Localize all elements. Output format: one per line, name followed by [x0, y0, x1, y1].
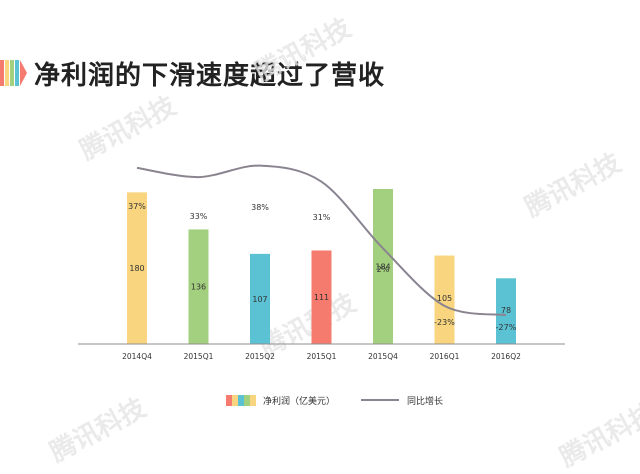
page-title: 净利润的下滑速度超过了营收 [34, 61, 386, 91]
legend: 净利润（亿美元） 同比增长 [226, 391, 443, 409]
bar-value-label: 78 [501, 306, 511, 315]
growth-value-label: 37% [128, 202, 146, 211]
legend-bars-label: 净利润（亿美元） [263, 396, 336, 407]
growth-value-label: 33% [190, 212, 208, 221]
bar-value-label: 105 [437, 294, 452, 303]
bar-2014q4 [127, 192, 147, 344]
legend-line-swatch [361, 399, 400, 401]
bar-2016q2 [496, 278, 516, 344]
bar-2015q2 [250, 253, 270, 344]
growth-value-label: -23% [434, 318, 455, 327]
title-accent-stripes [0, 60, 27, 86]
growth-value-label: 2% [377, 265, 390, 274]
x-tick-label: 2014Q4 [122, 352, 152, 361]
bar-value-label: 136 [191, 283, 206, 292]
x-tick-label: 2015Q2 [245, 352, 275, 361]
bar-value-label: 107 [252, 295, 267, 304]
x-tick-label: 2015Q1 [307, 352, 337, 361]
bar-value-label: 180 [129, 264, 144, 273]
chart: 2014Q4 2015Q1 2015Q2 2015Q1 2015Q4 2016Q1 2016… [78, 164, 565, 361]
x-tick-label: 2016Q2 [491, 352, 521, 361]
growth-value-label: 31% [313, 213, 331, 222]
bar-value-label: 184 [375, 263, 390, 272]
bar-value-label: 111 [314, 293, 329, 302]
legend-bar-swatch [226, 394, 256, 406]
bar-2016q1 [434, 255, 455, 344]
legend-line-label: 同比增长 [407, 396, 444, 407]
x-tick-label: 2016Q1 [430, 352, 460, 361]
growth-value-label: 38% [251, 203, 269, 212]
growth-line [136, 164, 507, 317]
bar-2015q4 [373, 189, 393, 344]
x-tick-label: 2015Q4 [368, 352, 398, 361]
bar-2015q1 [188, 229, 209, 344]
x-tick-label: 2015Q1 [184, 352, 214, 361]
growth-value-label: -27% [496, 323, 517, 332]
bar-2015q1 [311, 250, 332, 344]
